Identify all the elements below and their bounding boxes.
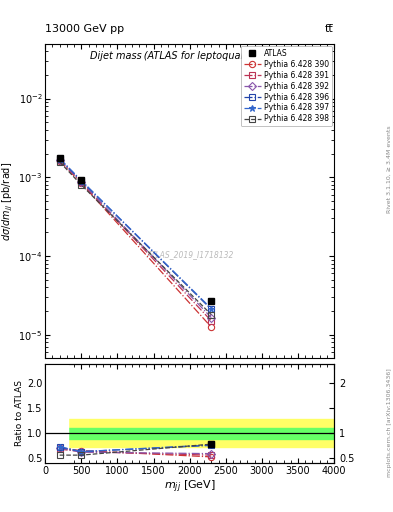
- Line: Pythia 6.428 396: Pythia 6.428 396: [57, 156, 215, 312]
- Pythia 6.428 396: [57, 156, 62, 162]
- Pythia 6.428 392: [57, 157, 62, 163]
- Pythia 6.428 397: [209, 306, 214, 312]
- Pythia 6.428 396: [209, 306, 214, 312]
- Text: ATLAS_2019_I1718132: ATLAS_2019_I1718132: [146, 250, 233, 259]
- Pythia 6.428 398: [57, 159, 62, 165]
- Pythia 6.428 392: [209, 314, 214, 321]
- Text: mcplots.cern.ch [arXiv:1306.3436]: mcplots.cern.ch [arXiv:1306.3436]: [387, 368, 392, 477]
- Pythia 6.428 390: [209, 324, 214, 330]
- Pythia 6.428 391: [209, 318, 214, 324]
- Line: Pythia 6.428 390: Pythia 6.428 390: [57, 158, 215, 330]
- Pythia 6.428 392: [79, 179, 84, 185]
- Legend: ATLAS, Pythia 6.428 390, Pythia 6.428 391, Pythia 6.428 392, Pythia 6.428 396, P: ATLAS, Pythia 6.428 390, Pythia 6.428 39…: [241, 46, 332, 126]
- Text: tt̅: tt̅: [325, 24, 333, 34]
- Text: Rivet 3.1.10, ≥ 3.4M events: Rivet 3.1.10, ≥ 3.4M events: [387, 125, 392, 213]
- Pythia 6.428 397: [57, 156, 62, 162]
- Pythia 6.428 398: [209, 311, 214, 317]
- Pythia 6.428 391: [57, 157, 62, 163]
- Pythia 6.428 391: [79, 179, 84, 185]
- Line: Pythia 6.428 398: Pythia 6.428 398: [57, 159, 215, 318]
- Pythia 6.428 390: [57, 158, 62, 164]
- Pythia 6.428 397: [79, 178, 84, 184]
- X-axis label: $m_{jj}$ [GeV]: $m_{jj}$ [GeV]: [164, 479, 215, 495]
- Line: Pythia 6.428 391: Pythia 6.428 391: [57, 157, 215, 324]
- Line: Pythia 6.428 392: Pythia 6.428 392: [57, 156, 215, 321]
- Pythia 6.428 390: [79, 180, 84, 186]
- Y-axis label: $d\sigma/dm_{jj}$ [pb/rad]: $d\sigma/dm_{jj}$ [pb/rad]: [1, 161, 15, 241]
- Bar: [45, 358, 68, 463]
- Y-axis label: Ratio to ATLAS: Ratio to ATLAS: [15, 380, 24, 446]
- Line: Pythia 6.428 397: Pythia 6.428 397: [57, 156, 215, 312]
- Text: Dijet mass (ATLAS for leptoquark search): Dijet mass (ATLAS for leptoquark search): [90, 51, 289, 61]
- Pythia 6.428 396: [79, 178, 84, 184]
- Pythia 6.428 398: [79, 182, 84, 188]
- Text: 13000 GeV pp: 13000 GeV pp: [45, 24, 124, 34]
